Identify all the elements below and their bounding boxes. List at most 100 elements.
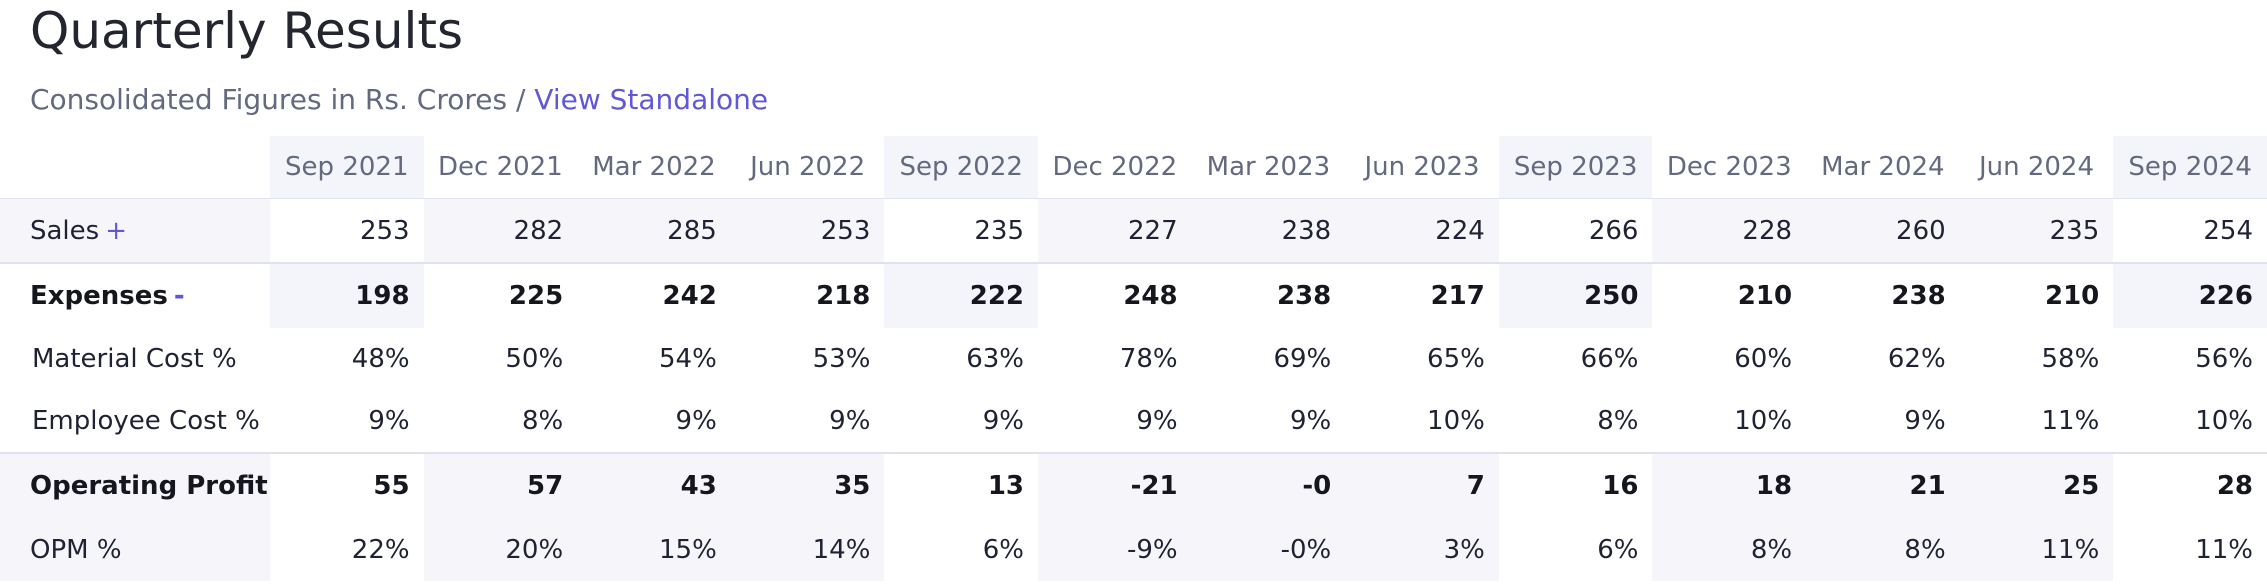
value-cell: 222 (884, 263, 1039, 328)
row-label-cell[interactable]: Expenses - (0, 263, 270, 328)
value-cell: 217 (1430, 281, 1485, 311)
row-material-cost: Material Cost % 48% 50% 54% 53% 63% 78% 69% 65% 6… (0, 328, 2267, 390)
row-sales[interactable]: Sales +253 282 285 253 235 227 238 224 266 228 260 2… (0, 198, 2267, 264)
value-cell: 11% (1959, 518, 2114, 581)
value-cell: 16 (1498, 452, 1653, 518)
value-cell: 218 (816, 281, 871, 311)
value-cell: 18 (1652, 452, 1807, 518)
header-quarter: Sep 2022 (884, 136, 1039, 199)
value-cell: 10% (1734, 406, 1793, 436)
value-cell: 13 (884, 452, 1039, 518)
value-cell: 56% (2113, 328, 2267, 390)
value-cell: 9% (269, 390, 424, 453)
value-cell: 15% (577, 518, 731, 581)
row-operating-profit: Operating Profit 55 57 43 35 13 -21 -0 7 16 18 21 25… (0, 452, 2267, 518)
value-cell: 11% (2113, 518, 2267, 581)
header-quarter: Sep 2024 (2113, 136, 2267, 199)
value-cell: 3% (1345, 518, 1499, 581)
row-expenses[interactable]: Expenses -198 225 242 218 222 248 238 217 250 210 2… (0, 263, 2267, 328)
value-cell: 242 (662, 281, 717, 311)
view-standalone-link[interactable]: View Standalone (534, 83, 769, 116)
value-cell: 9% (1136, 406, 1178, 436)
expand-toggle[interactable]: + (105, 215, 127, 246)
value-cell: 9% (829, 406, 871, 436)
value-cell: 28 (2113, 452, 2267, 518)
value-cell: 250 (1498, 263, 1653, 328)
value-cell: -21 (1038, 452, 1192, 518)
row-label: Operating Profit (30, 471, 268, 501)
value-cell: 50% (505, 344, 564, 374)
value-cell: 253 (269, 198, 424, 264)
value-cell: 6% (1498, 518, 1653, 581)
value-cell: 266 (1498, 198, 1653, 264)
value-cell: -0 (1191, 452, 1346, 518)
value-cell: 210 (2045, 281, 2100, 311)
value-cell: 8% (1652, 518, 1807, 581)
value-cell: 238 (1276, 281, 1332, 311)
header-quarter: Mar 2023 (1206, 152, 1331, 182)
value-cell: 198 (269, 263, 424, 328)
row-employee-cost: Employee Cost % 9% 8% 9% 9% 9% 9% 9% 10% 8% 10% 9% 1… (0, 390, 2267, 453)
row-label: Sales (30, 215, 100, 246)
value-cell: 8% (1498, 390, 1653, 453)
header-quarter: Dec 2023 (1666, 152, 1792, 182)
value-cell: 78% (1119, 344, 1178, 374)
value-cell: 54% (659, 344, 717, 374)
value-cell: 35 (730, 452, 885, 518)
value-cell: 55 (269, 452, 424, 518)
row-label: Expenses (30, 281, 168, 311)
header-quarter: Jun 2023 (1364, 152, 1480, 182)
header-quarter: Mar 2022 (592, 152, 716, 182)
value-cell: 25 (1959, 452, 2114, 518)
value-cell: 228 (1652, 198, 1807, 264)
header-quarter: Sep 2023 (1498, 136, 1653, 199)
header-label-cell (0, 136, 270, 199)
row-label-cell: OPM % (0, 518, 270, 581)
value-cell: 10% (1427, 406, 1485, 436)
value-cell: 21 (1806, 452, 1960, 518)
value-cell: 60% (1734, 344, 1793, 374)
value-cell: 53% (812, 344, 871, 374)
value-cell: 238 (1191, 198, 1346, 264)
value-cell: 210 (1737, 281, 1793, 311)
row-label-cell[interactable]: Sales + (0, 198, 270, 264)
value-cell: 14% (730, 518, 885, 581)
header-quarter: Jun 2022 (750, 152, 866, 182)
value-cell: 6% (884, 518, 1039, 581)
row-label: Material Cost % (32, 344, 237, 374)
value-cell: 69% (1273, 344, 1332, 374)
value-cell: 227 (1038, 198, 1192, 264)
value-cell: 224 (1345, 198, 1499, 264)
value-cell: 58% (2041, 344, 2100, 374)
value-cell: 8% (1806, 518, 1960, 581)
value-cell: 9% (1289, 406, 1332, 436)
value-cell: 285 (577, 198, 731, 264)
figures-note: Consolidated Figures in Rs. Crores / (30, 83, 535, 116)
value-cell: 9% (675, 406, 717, 436)
value-cell: 9% (1904, 406, 1946, 436)
value-cell: 282 (423, 198, 578, 264)
row-label-cell: Operating Profit (0, 452, 270, 518)
value-cell: 22% (269, 518, 424, 581)
row-label: OPM % (30, 534, 122, 565)
header-row: Sep 2021 Dec 2021 Mar 2022 Jun 2022 Sep … (0, 136, 2267, 199)
value-cell: -9% (1038, 518, 1192, 581)
header-quarter: Dec 2021 (438, 152, 563, 182)
value-cell: 10% (2113, 390, 2267, 453)
collapse-toggle[interactable]: - (173, 281, 185, 311)
value-cell: 66% (1498, 328, 1653, 390)
value-cell: 238 (1891, 281, 1946, 311)
row-label-cell: Material Cost % (0, 328, 270, 390)
value-cell: 225 (508, 281, 564, 311)
value-cell: 235 (884, 198, 1039, 264)
value-cell: -0% (1191, 518, 1346, 581)
quarterly-results-table: Sep 2021 Dec 2021 Mar 2022 Jun 2022 Sep … (0, 136, 2267, 581)
value-cell: 65% (1427, 344, 1485, 374)
header-quarter: Sep 2021 (269, 136, 424, 199)
value-cell: 63% (884, 328, 1039, 390)
value-cell: 226 (2113, 263, 2267, 328)
value-cell: 57 (423, 452, 578, 518)
value-cell: 253 (730, 198, 885, 264)
value-cell: 9% (884, 390, 1039, 453)
header-quarter: Jun 2024 (1978, 152, 2094, 182)
